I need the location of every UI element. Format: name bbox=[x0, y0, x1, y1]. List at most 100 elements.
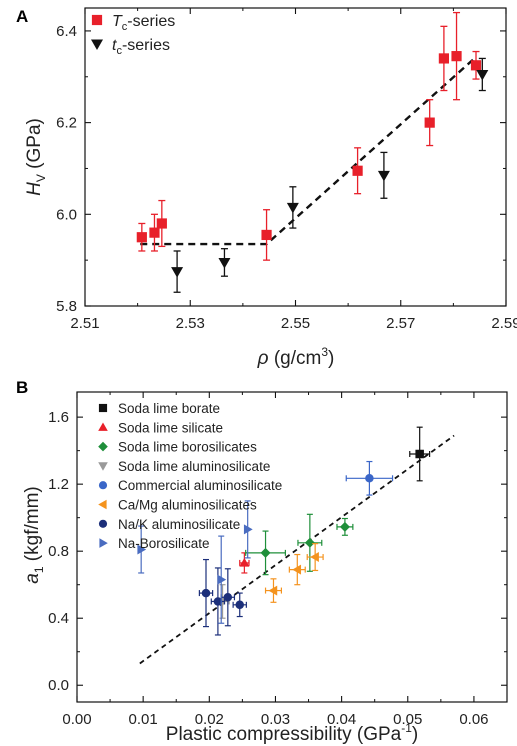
series-soda-lime-silicate bbox=[239, 552, 250, 574]
x-tick-label: 2.51 bbox=[70, 315, 99, 332]
data-point bbox=[218, 257, 231, 269]
y-tick-label: 0.0 bbox=[48, 677, 69, 694]
data-point bbox=[377, 170, 390, 182]
data-point bbox=[352, 165, 363, 176]
y-tick-label: 1.2 bbox=[48, 476, 69, 493]
x-axis-label-part: -1 bbox=[401, 721, 412, 735]
data-point bbox=[304, 537, 315, 548]
data-point bbox=[286, 202, 299, 214]
y-tick-label: 6.4 bbox=[56, 23, 77, 40]
data-point bbox=[149, 227, 160, 238]
data-point bbox=[339, 521, 350, 532]
x-axis-label: ρ (g/cm3) bbox=[257, 345, 335, 369]
legend-label-part: -series bbox=[122, 37, 170, 54]
data-point bbox=[415, 449, 424, 459]
legend-marker bbox=[98, 481, 108, 490]
y-axis-label-part: (kgf/mm) bbox=[22, 486, 43, 566]
data-point bbox=[217, 574, 227, 585]
y-axis-label-part: V bbox=[34, 174, 48, 182]
trend-line bbox=[140, 57, 476, 246]
y-tick-label: 5.8 bbox=[56, 298, 77, 315]
y-axis-label-part: a bbox=[22, 573, 43, 584]
legend-marker bbox=[98, 422, 108, 431]
data-point bbox=[201, 588, 211, 598]
data-point bbox=[136, 232, 147, 243]
data-point bbox=[171, 267, 184, 278]
data-point bbox=[438, 53, 450, 64]
x-tick-label: 0.06 bbox=[459, 711, 488, 728]
x-tick-label: 0.05 bbox=[393, 711, 422, 728]
data-point bbox=[156, 218, 167, 229]
y-axis-label-part: 1 bbox=[32, 566, 46, 573]
legend-label-part: t bbox=[112, 37, 117, 54]
x-tick-label: 0.04 bbox=[327, 711, 356, 728]
x-tick-label: 0.00 bbox=[62, 711, 91, 728]
legend-label: Na-Borosilicate bbox=[118, 536, 210, 551]
x-axis-label-part: 3 bbox=[321, 345, 328, 359]
data-point bbox=[470, 60, 482, 71]
legend-label-part: T bbox=[112, 13, 123, 30]
x-axis-label-part: (g/cm bbox=[269, 348, 322, 369]
y-axis-label-part: (GPa) bbox=[24, 118, 45, 174]
y-tick-label: 6.2 bbox=[56, 115, 77, 132]
y-axis-label: HV (GPa) bbox=[24, 118, 48, 196]
legend-marker bbox=[98, 519, 108, 528]
trend-line bbox=[139, 434, 455, 665]
data-point bbox=[239, 557, 250, 567]
x-tick-label: 2.53 bbox=[176, 315, 205, 332]
panel-a: A2.51 2.53 2.55 2.57 2.595.86.06.26.4Tc-seri… bbox=[16, 7, 517, 369]
data-point bbox=[223, 593, 233, 602]
x-tick-label: 0.03 bbox=[261, 711, 290, 728]
x-axis-label: Plastic compressibility (GPa-1) bbox=[166, 721, 418, 745]
y-axis-label: a1 (kgf/mm) bbox=[22, 486, 46, 583]
series-commercial-aluminosilicate bbox=[345, 460, 394, 496]
x-tick-label: 2.57 bbox=[386, 315, 415, 332]
x-axis-label-part: Plastic compressibility (GPa bbox=[166, 724, 402, 745]
data-point bbox=[424, 117, 435, 128]
legend-marker bbox=[98, 403, 108, 413]
legend-label-part: c bbox=[116, 45, 122, 57]
panel-a-label: A bbox=[16, 7, 28, 26]
series-soda-lime-borate bbox=[409, 426, 431, 482]
legend-marker bbox=[98, 441, 108, 452]
legend-marker bbox=[91, 14, 103, 26]
x-tick-label: 0.01 bbox=[129, 711, 158, 728]
panel-b: B 0.00 0.01 0.02 0.03 0.04 0.05 0.06 0.0 0.4 0.8 1.… bbox=[16, 378, 508, 745]
data-point bbox=[451, 51, 462, 62]
data-point bbox=[243, 524, 253, 535]
panel-b-label: B bbox=[16, 378, 28, 397]
y-tick-label: 6.0 bbox=[56, 206, 77, 223]
legend-marker bbox=[98, 462, 108, 471]
legend-label-part: c bbox=[122, 21, 128, 33]
data-point bbox=[260, 547, 271, 558]
y-tick-label: 0.4 bbox=[48, 610, 69, 627]
data-point bbox=[310, 552, 319, 563]
legend-label: tc-series bbox=[112, 37, 170, 57]
legend-label-part: -series bbox=[127, 13, 175, 30]
data-point bbox=[261, 229, 272, 241]
y-tick-label: 0.8 bbox=[48, 543, 69, 560]
data-point bbox=[268, 585, 278, 596]
series-na-borosilicate bbox=[137, 500, 253, 624]
legend-marker bbox=[99, 538, 108, 548]
legend-marker bbox=[91, 39, 103, 50]
x-tick-label: 2.59 bbox=[491, 315, 517, 332]
legend-label: Soda lime aluminosilicate bbox=[118, 459, 270, 474]
data-point bbox=[235, 600, 244, 610]
legend-label: Soda lime borosilicates bbox=[118, 440, 257, 455]
legend-label: Soda lime silicate bbox=[118, 420, 223, 435]
series-soda-lime-borosilicates bbox=[245, 513, 354, 576]
legend-label: Commercial aluminosilicate bbox=[118, 478, 282, 493]
x-axis-label-part: ) bbox=[412, 724, 418, 745]
data-point bbox=[365, 474, 374, 483]
data-point bbox=[137, 544, 147, 555]
series-tc-lower bbox=[171, 57, 489, 293]
legend-label: Soda lime borate bbox=[118, 401, 220, 416]
legend-label: Ca/Mg aluminosilicates bbox=[118, 498, 257, 513]
x-axis-label-part: ρ bbox=[257, 348, 269, 369]
panel-b-frame bbox=[76, 391, 508, 703]
legend-marker bbox=[98, 499, 107, 510]
legend-label: Tc-series bbox=[112, 13, 175, 33]
